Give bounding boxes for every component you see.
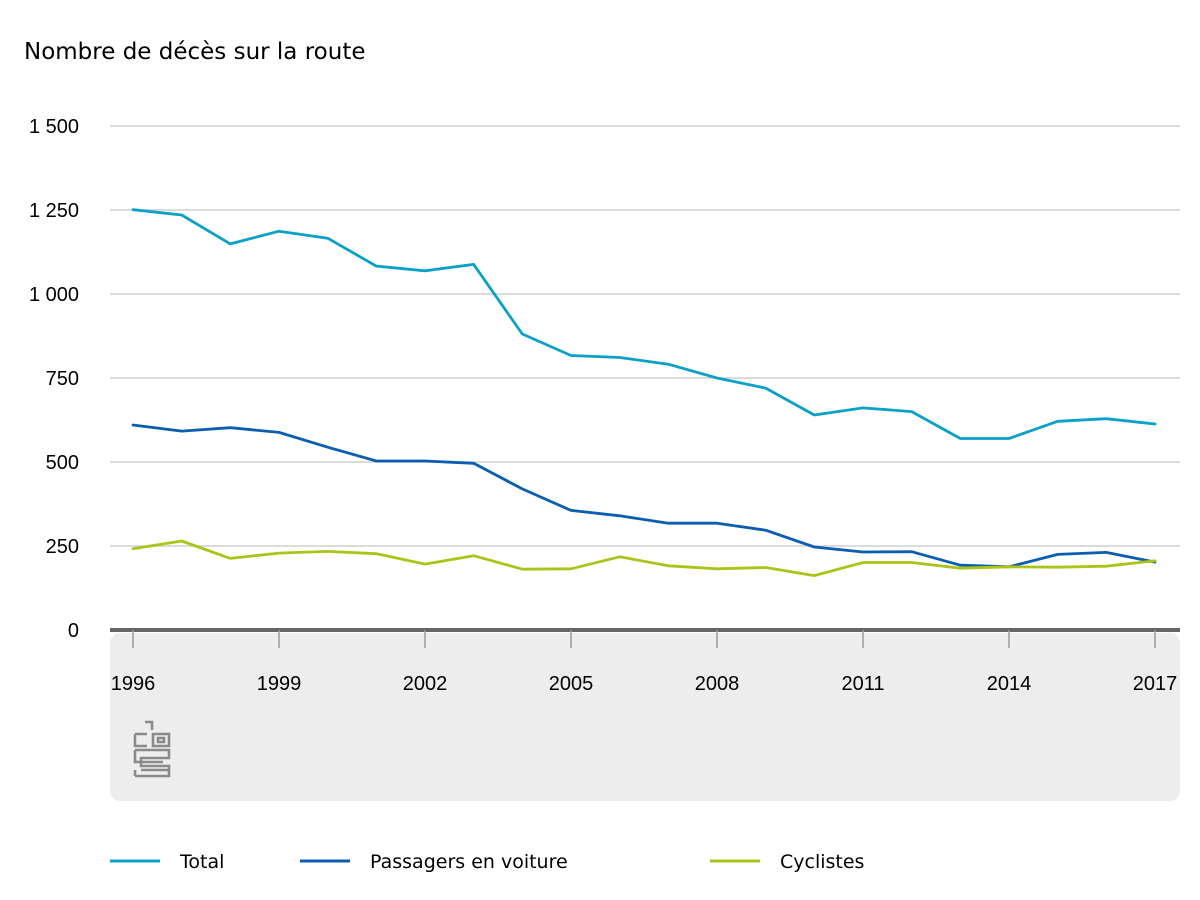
y-tick-label: 750 xyxy=(46,368,79,390)
y-tick-label: 1 250 xyxy=(29,200,79,222)
x-tick-label: 2011 xyxy=(841,673,884,695)
series-line-2 xyxy=(131,423,1157,569)
y-tick-label: 0 xyxy=(68,620,79,642)
legend-label: Passagers en voiture xyxy=(370,851,568,873)
x-tick-label: 1996 xyxy=(111,673,156,695)
series-line-1 xyxy=(131,208,1157,440)
x-tick-label: 2008 xyxy=(695,673,740,695)
y-axis-labels: 0 250 500 750 1 000 1 250 1 500 xyxy=(29,116,79,642)
series-lines xyxy=(131,208,1157,577)
x-axis-panel xyxy=(110,633,1180,801)
x-tick-label: 1999 xyxy=(257,673,302,695)
legend-label: Cyclistes xyxy=(780,851,864,873)
x-axis-labels: 1996 1999 2002 2005 2008 2011 2014 2017 xyxy=(111,673,1178,695)
legend-label: Total xyxy=(179,851,224,873)
legend: Total Passagers en voiture Cyclistes xyxy=(110,851,864,873)
y-tick-label: 1 000 xyxy=(29,284,79,306)
y-tick-label: 1 500 xyxy=(29,116,79,138)
cbs-logo xyxy=(133,720,171,778)
y-tick-label: 250 xyxy=(46,536,79,558)
y-gridlines xyxy=(110,125,1180,547)
chart-title: Nombre de décès sur la route xyxy=(24,39,366,65)
series-line-3 xyxy=(131,539,1157,577)
x-tick-label: 2002 xyxy=(403,673,448,695)
x-axis-ticks xyxy=(132,630,1156,648)
x-tick-label: 2005 xyxy=(549,673,594,695)
y-tick-label: 500 xyxy=(46,452,79,474)
x-tick-label: 2014 xyxy=(987,673,1032,695)
x-tick-label: 2017 xyxy=(1133,673,1178,695)
